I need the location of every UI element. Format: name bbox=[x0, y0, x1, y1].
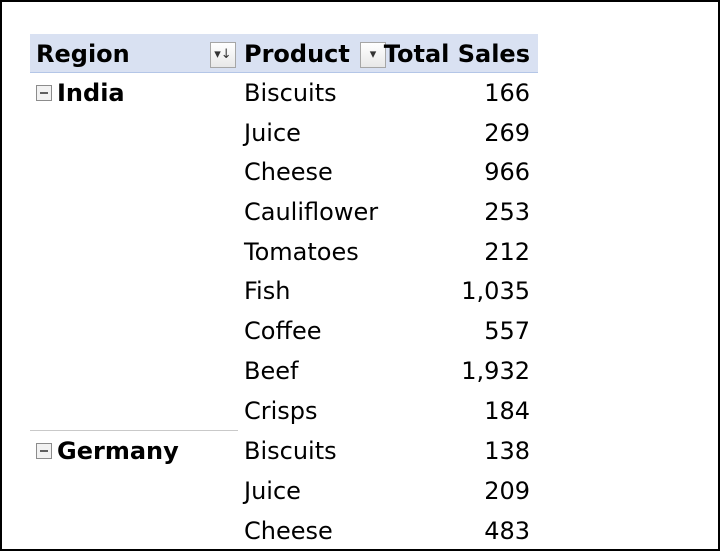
table-row: Crisps 184 bbox=[30, 391, 538, 431]
product-cell: Cheese bbox=[244, 158, 333, 187]
product-cell: Crisps bbox=[244, 396, 318, 425]
table-row: Coffee 557 bbox=[30, 311, 538, 351]
collapse-minus-icon[interactable] bbox=[36, 443, 52, 460]
table-row: Cheese 966 bbox=[30, 152, 538, 192]
product-cell: Juice bbox=[244, 476, 301, 505]
region-label: Germany bbox=[57, 437, 179, 466]
header-total-sales: Total Sales bbox=[383, 40, 530, 68]
total-sales-cell: 1,035 bbox=[461, 277, 530, 306]
group-separator bbox=[30, 430, 238, 432]
table-row: India Biscuits 166 bbox=[30, 73, 538, 113]
total-sales-cell: 269 bbox=[484, 118, 530, 147]
table-row: Cheese 483 bbox=[30, 511, 538, 549]
product-cell: Biscuits bbox=[244, 437, 337, 466]
region-cell[interactable]: India bbox=[36, 79, 125, 107]
dropdown-filter-icon[interactable]: ▾ bbox=[360, 42, 386, 68]
table-row: Cauliflower 253 bbox=[30, 192, 538, 232]
collapse-minus-icon[interactable] bbox=[36, 85, 52, 101]
total-sales-cell: 1,932 bbox=[461, 356, 530, 385]
total-sales-cell: 966 bbox=[484, 158, 530, 187]
region-label: India bbox=[57, 79, 125, 107]
product-cell: Biscuits bbox=[244, 79, 337, 107]
total-sales-cell: 138 bbox=[484, 437, 530, 466]
product-cell: Coffee bbox=[244, 317, 322, 346]
sort-filter-icon[interactable]: ▾↓ bbox=[210, 42, 236, 68]
table-row: Germany Biscuits 138 bbox=[30, 431, 538, 471]
table-row: Juice 269 bbox=[30, 113, 538, 153]
total-sales-cell: 483 bbox=[484, 516, 530, 545]
header-product: Product bbox=[244, 40, 350, 68]
pivot-header-row: Region ▾↓ Product ▾ Total Sales bbox=[30, 34, 538, 73]
product-cell: Cheese bbox=[244, 516, 333, 545]
pivot-table: Region ▾↓ Product ▾ Total Sales India Bis… bbox=[30, 34, 538, 549]
table-row: Juice 209 bbox=[30, 471, 538, 511]
region-cell[interactable]: Germany bbox=[36, 437, 179, 465]
product-cell: Beef bbox=[244, 356, 299, 385]
product-cell: Tomatoes bbox=[244, 237, 359, 266]
total-sales-cell: 253 bbox=[484, 198, 530, 227]
total-sales-cell: 212 bbox=[484, 237, 530, 266]
product-cell: Juice bbox=[244, 118, 301, 147]
pivot-body: India Biscuits 166 Juice 269 Cheese 966 Caulifl… bbox=[30, 73, 538, 549]
table-row: Tomatoes 212 bbox=[30, 232, 538, 272]
product-cell: Fish bbox=[244, 277, 291, 306]
total-sales-cell: 557 bbox=[484, 317, 530, 346]
header-region: Region bbox=[36, 40, 130, 68]
product-cell: Cauliflower bbox=[244, 198, 379, 227]
total-sales-cell: 209 bbox=[484, 476, 530, 505]
total-sales-cell: 166 bbox=[484, 79, 530, 107]
table-row: Fish 1,035 bbox=[30, 271, 538, 311]
table-row: Beef 1,932 bbox=[30, 351, 538, 391]
total-sales-cell: 184 bbox=[484, 396, 530, 425]
